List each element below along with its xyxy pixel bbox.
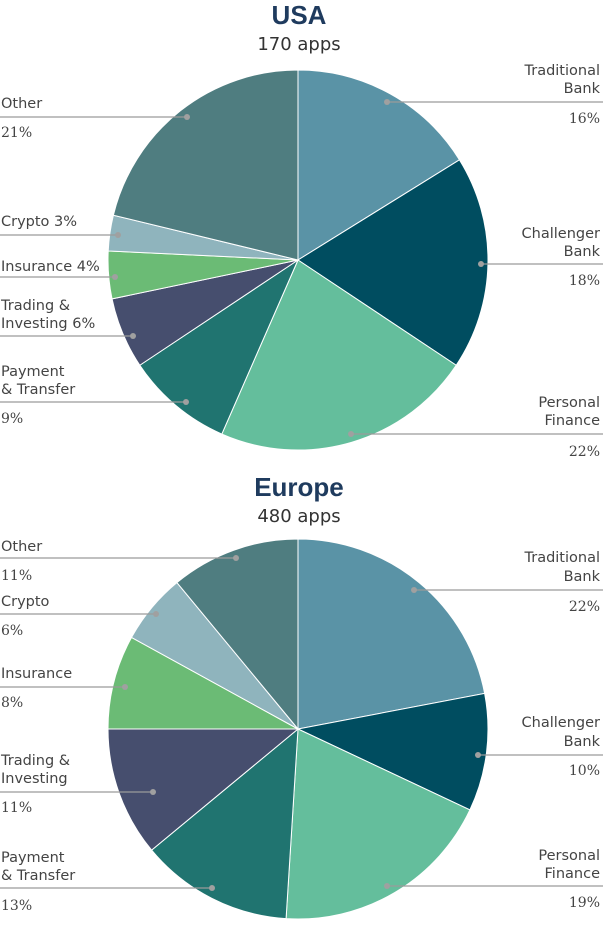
chart-subtitle: 170 apps [257,34,340,55]
slice-label: & Transfer [1,868,75,884]
chart-subtitle: 480 apps [257,506,340,527]
leader-dot [411,587,417,593]
pie-slice-6 [107,636,299,730]
pie-slice-1 [297,538,486,730]
slice-label: Bank [564,81,601,97]
chart-title: USA [272,0,327,30]
slice-label: Bank [564,734,601,750]
leader-dot [115,232,121,238]
pie-slice-2 [297,159,489,366]
leader-dot [130,333,136,339]
slice-label: Other [1,96,42,112]
usa-pie-chart: USA 170 apps Traditional Bank 16% Challenge… [0,0,603,460]
pie-slice-3 [285,728,471,920]
pie-slice-4 [139,258,300,435]
pie-slice-1 [297,69,461,261]
leader-dot [112,274,118,280]
slice-label: Traditional [524,63,601,79]
slice-percent-label: 8% [1,695,23,711]
leader-dot [384,883,390,889]
slice-percent-label: 19% [569,895,600,911]
slice-percent-label: 6% [1,623,23,639]
pie-slice-4 [150,727,299,920]
slice-percent-label: 10% [569,763,600,779]
leader-dot [184,114,190,120]
slice-label: Traditional [524,550,601,566]
slice-percent-label: 22% [569,444,600,460]
leader-dot [233,555,239,561]
slice-label: Insurance [1,666,72,682]
leader-dot [150,789,156,795]
slice-percent-label: 11% [1,800,32,816]
slice-label: Trading & [0,298,70,314]
slice-label: Investing 6% [1,316,95,332]
slice-label: Trading & [0,753,70,769]
slice-label: Challenger [522,715,600,731]
slice-label: Crypto [1,594,50,610]
leader-dot [153,611,159,617]
slice-percent-label: 16% [569,111,600,127]
slice-percent-label: 13% [1,898,32,914]
europe-pie-chart: Europe 480 apps Traditional Bank 22% Challe… [0,472,603,920]
slice-label: Personal [538,395,600,411]
pie-slice-8 [112,69,299,261]
leader-dot [478,261,484,267]
leader-dot [384,99,390,105]
leader-dot [122,684,128,690]
slice-label: Payment [1,364,65,380]
pie-slice-2 [296,692,489,811]
slice-label: & Transfer [1,382,75,398]
slice-percent-label: 9% [1,411,23,427]
chart-title: Europe [254,472,344,502]
leader-dot [209,885,215,891]
slice-label: Crypto 3% [1,214,77,230]
slice-percent-label: 18% [569,273,600,289]
pie-slice-8 [176,538,299,731]
slice-percent-label: 11% [1,568,32,584]
slice-label: Personal [538,848,600,864]
slice-label: Investing [1,771,68,787]
slice-percent-label: 21% [1,125,32,141]
slice-percent-label: 22% [569,599,600,615]
leader-dot [183,399,189,405]
slice-label: Finance [545,866,601,882]
slice-label: Payment [1,850,65,866]
slice-label: Insurance 4% [1,259,100,275]
slice-label: Bank [564,569,601,585]
slice-label: Other [1,539,42,555]
slice-label: Challenger [522,226,600,242]
leader-dot [348,431,354,437]
pie-slice-5 [107,728,300,851]
slice-label: Finance [545,413,601,429]
leader-dot [475,752,481,758]
pie-slice-3 [221,259,457,451]
slice-label: Bank [564,244,601,260]
